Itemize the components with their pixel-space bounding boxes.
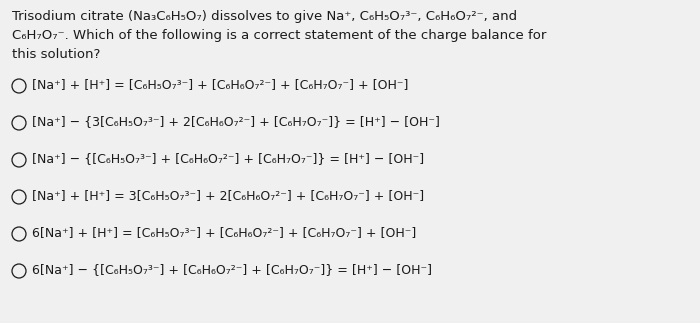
Text: 6[Na⁺] − {[C₆H₅O₇³⁻] + [C₆H₆O₇²⁻] + [C₆H₇O₇⁻]} = [H⁺] − [OH⁻]: 6[Na⁺] − {[C₆H₅O₇³⁻] + [C₆H₆O₇²⁻] + [C₆H… [32, 263, 432, 276]
Text: [Na⁺] + [H⁺] = 3[C₆H₅O₇³⁻] + 2[C₆H₆O₇²⁻] + [C₆H₇O₇⁻] + [OH⁻]: [Na⁺] + [H⁺] = 3[C₆H₅O₇³⁻] + 2[C₆H₆O₇²⁻]… [32, 189, 424, 202]
Text: Trisodium citrate (Na₃C₆H₅O₇) dissolves to give Na⁺, C₆H₅O₇³⁻, C₆H₆O₇²⁻, and: Trisodium citrate (Na₃C₆H₅O₇) dissolves … [12, 10, 517, 23]
Text: this solution?: this solution? [12, 48, 100, 61]
Text: C₆H₇O₇⁻. Which of the following is a correct statement of the charge balance for: C₆H₇O₇⁻. Which of the following is a cor… [12, 29, 547, 42]
Text: [Na⁺] − {[C₆H₅O₇³⁻] + [C₆H₆O₇²⁻] + [C₆H₇O₇⁻]} = [H⁺] − [OH⁻]: [Na⁺] − {[C₆H₅O₇³⁻] + [C₆H₆O₇²⁻] + [C₆H₇… [32, 152, 424, 165]
Text: [Na⁺] + [H⁺] = [C₆H₅O₇³⁻] + [C₆H₆O₇²⁻] + [C₆H₇O₇⁻] + [OH⁻]: [Na⁺] + [H⁺] = [C₆H₅O₇³⁻] + [C₆H₆O₇²⁻] +… [32, 78, 408, 91]
Text: 6[Na⁺] + [H⁺] = [C₆H₅O₇³⁻] + [C₆H₆O₇²⁻] + [C₆H₇O₇⁻] + [OH⁻]: 6[Na⁺] + [H⁺] = [C₆H₅O₇³⁻] + [C₆H₆O₇²⁻] … [32, 226, 416, 239]
Text: [Na⁺] − {3[C₆H₅O₇³⁻] + 2[C₆H₆O₇²⁻] + [C₆H₇O₇⁻]} = [H⁺] − [OH⁻]: [Na⁺] − {3[C₆H₅O₇³⁻] + 2[C₆H₆O₇²⁻] + [C₆… [32, 115, 440, 128]
